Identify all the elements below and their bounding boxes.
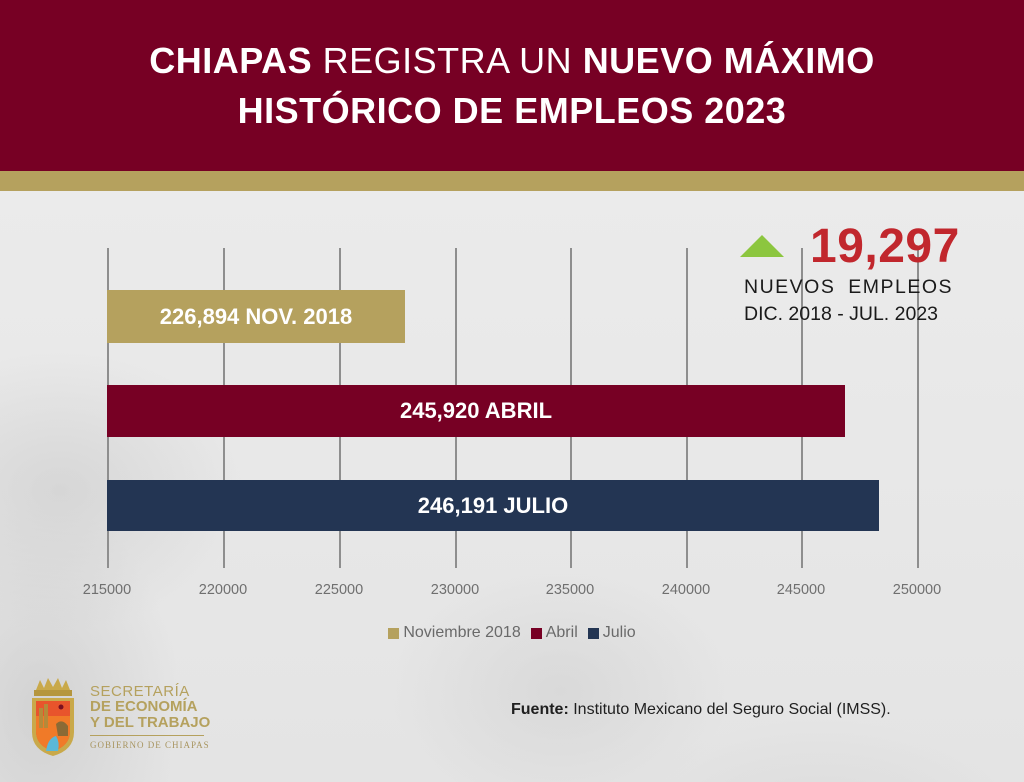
legend-swatch-navy [587,627,599,639]
x-tick: 215000 [82,582,132,598]
bar-julio: 246,191 JULIO [107,480,879,531]
source-label: Fuente: [511,701,569,718]
x-tick: 235000 [545,582,595,598]
org-name-line-3: Y DEL TRABAJO [90,714,211,731]
secretaria-logo: SECRETARÍA DE ECONOMÍA Y DEL TRABAJO GOB… [28,676,210,758]
x-tick: 250000 [892,582,942,598]
legend-swatch-maroon [530,627,542,639]
source-note: Fuente: Instituto Mexicano del Seguro So… [511,701,891,719]
x-tick: 240000 [661,582,711,598]
title-line-2: HISTÓRICO DE EMPLEOS 2023 [238,86,787,136]
title-line-2-text: HISTÓRICO DE EMPLEOS 2023 [237,89,787,131]
legend-label: Julio [602,624,636,641]
chart-legend: Noviembre 2018 Abril Julio [0,624,1024,642]
up-triangle-icon [740,235,784,257]
source-text: Instituto Mexicano del Seguro Social (IM… [568,701,891,718]
legend-item-abril: Abril [530,624,578,642]
new-jobs-count: 19,297 [810,219,960,273]
bar-label: 245,920 ABRIL [399,398,553,423]
x-tick: 220000 [198,582,248,598]
bar-abril: 245,920 ABRIL [107,385,845,437]
legend-label: Abril [545,624,578,641]
bar-label: 226,894 NOV. 2018 [159,303,353,329]
bar-noviembre-2018: 226,894 NOV. 2018 [107,290,405,343]
legend-swatch-gold [388,627,400,639]
legend-item-julio: Julio [587,624,636,642]
gridline [917,248,919,568]
new-jobs-callout: 19,297 NUEVOS EMPLEOS DIC. 2018 - JUL. 2… [730,218,990,328]
x-tick: 230000 [430,582,480,598]
chiapas-coat-of-arms-icon [28,676,78,758]
legend-label: Noviembre 2018 [403,624,521,641]
org-name-line-1: SECRETARÍA [90,683,190,700]
x-tick: 225000 [314,582,364,598]
title-bold-chiapas: CHIAPAS [149,39,313,81]
gold-divider-band [0,171,1024,191]
org-divider [90,735,204,736]
bar-label: 246,191 JULIO [417,492,569,518]
new-jobs-label: NUEVOS EMPLEOS [744,276,954,298]
title-bold-maximo: NUEVO MÁXIMO [582,39,875,81]
legend-item-noviembre-2018: Noviembre 2018 [388,624,521,642]
government-name: GOBIERNO DE CHIAPAS [90,740,210,750]
title-light: REGISTRA UN [312,39,583,81]
header-banner: CHIAPAS REGISTRA UN NUEVO MÁXIMO HISTÓRI… [0,0,1024,171]
title-line-1: CHIAPAS REGISTRA UN NUEVO MÁXIMO [149,36,874,86]
x-tick: 245000 [776,582,826,598]
org-name-line-2: DE ECONOMÍA [90,698,198,715]
new-jobs-date-range: DIC. 2018 - JUL. 2023 [744,303,939,325]
